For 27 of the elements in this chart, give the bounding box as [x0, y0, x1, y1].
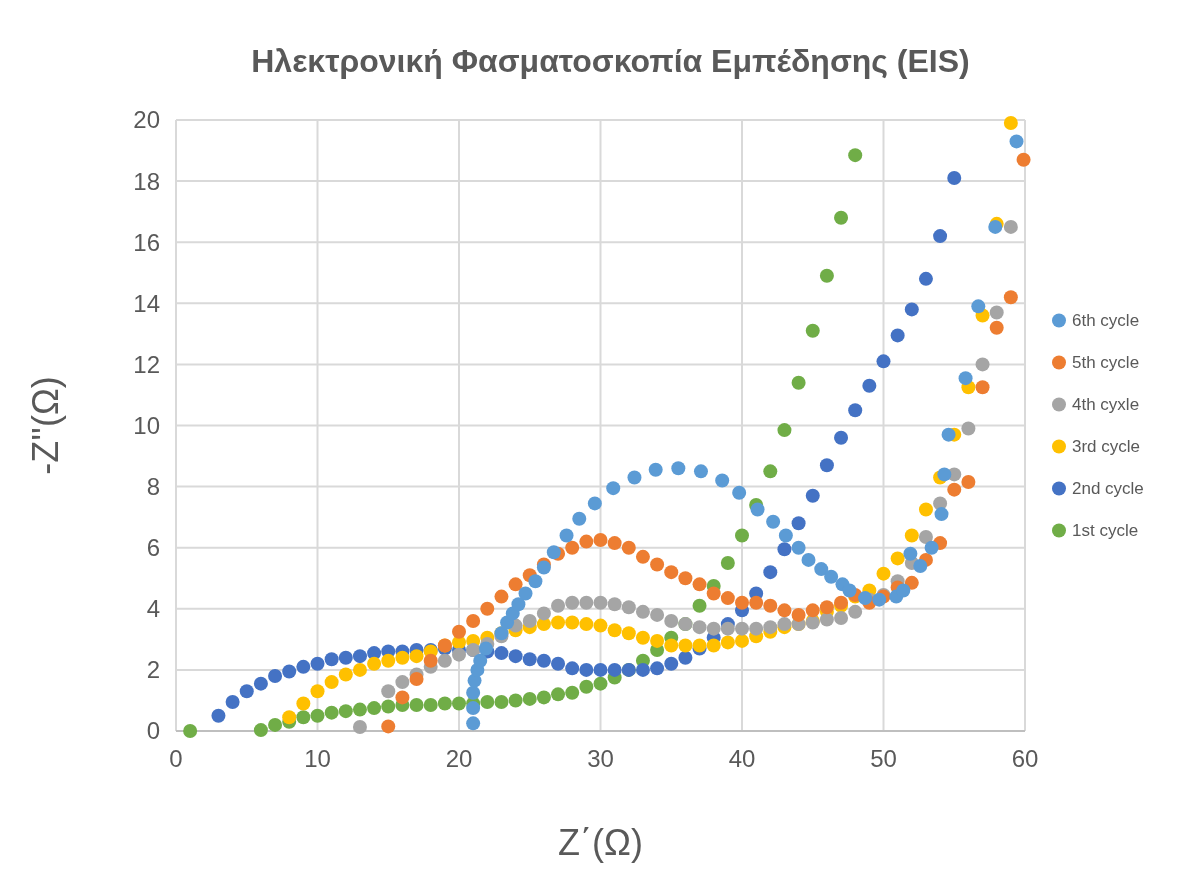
x-tick-label: 20	[445, 745, 473, 772]
y-axis-title: -Z''(Ω)	[25, 376, 66, 475]
legend-label: 6th cycle	[1072, 311, 1140, 331]
legend-label: 2nd cycle	[1072, 479, 1144, 499]
x-axis-title: Z΄(Ω)	[558, 822, 643, 863]
x-tick-label: 50	[870, 745, 897, 772]
y-tick-label: 18	[133, 167, 160, 195]
x-tick-label: 10	[304, 745, 331, 772]
y-tick-label: 10	[133, 411, 160, 439]
y-tick-label: 0	[146, 717, 160, 745]
y-tick-label: 4	[146, 595, 160, 623]
chart-title: Ηλεκτρονική Φασματοσκοπία Εμπέδησης (EIS)	[251, 43, 970, 79]
y-tick-label: 16	[133, 228, 160, 256]
legend-label: 5th cycle	[1072, 353, 1140, 373]
y-tick-label: 6	[146, 534, 160, 562]
y-tick-label: 20	[133, 106, 160, 134]
y-tick-label: 8	[146, 473, 160, 500]
x-tick-label: 0	[169, 745, 183, 772]
x-tick-label: 40	[728, 745, 756, 772]
legend-label: 1st cycle	[1072, 521, 1139, 541]
y-tick-label: 2	[146, 656, 160, 684]
y-tick-label: 12	[133, 350, 160, 378]
x-tick-label: 60	[1011, 745, 1039, 772]
legend-label: 3rd cycle	[1072, 437, 1141, 457]
legend-label: 4th cyxle	[1072, 395, 1140, 415]
x-tick-label: 30	[587, 745, 614, 772]
y-tick-label: 14	[133, 289, 160, 317]
